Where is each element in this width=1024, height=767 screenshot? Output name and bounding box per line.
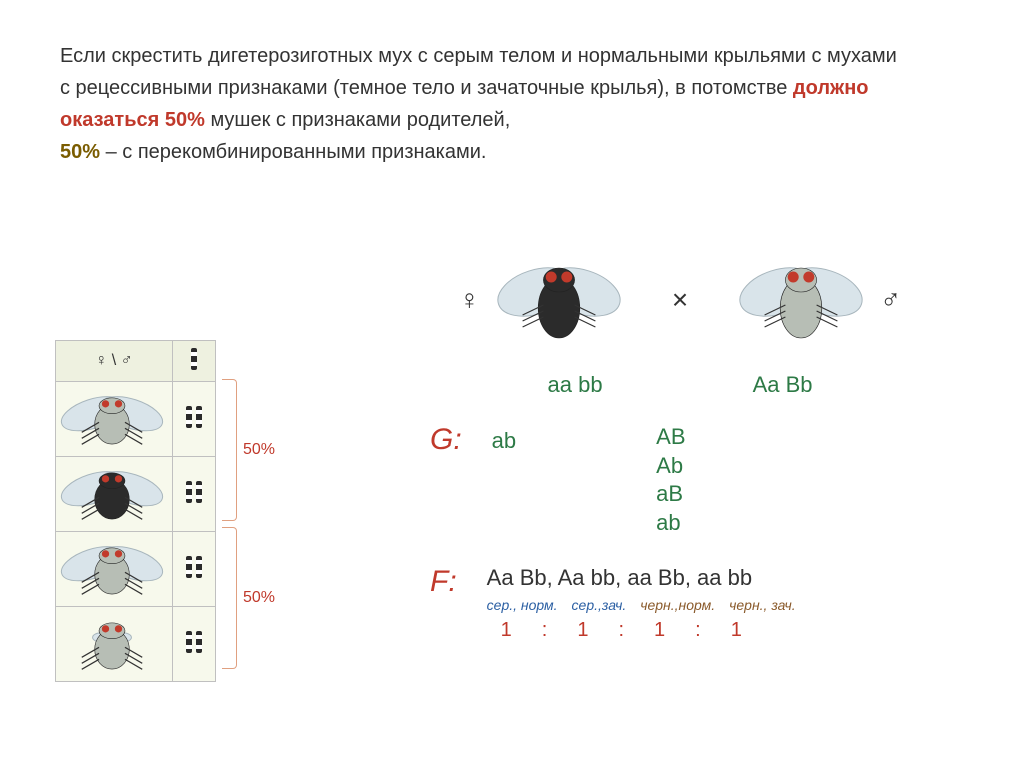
punnett-fly-cell bbox=[56, 607, 173, 682]
chrom-icon bbox=[191, 348, 197, 370]
punnett-chrom-cell bbox=[173, 532, 216, 607]
punnett-fly-cell bbox=[56, 457, 173, 532]
female-genotype: aa bb bbox=[548, 372, 603, 398]
gametes-male: ABAbaBab bbox=[656, 423, 685, 537]
f-generation: F: Aa Bb, Aa bb, aa Bb, aa bb сер., норм… bbox=[430, 565, 960, 642]
female-symbol-cell: ♀ \ ♂ bbox=[56, 341, 173, 382]
intro-line1c: мушек с признаками родителей, bbox=[210, 109, 510, 131]
f-genotypes: Aa Bb, Aa bb, aa Bb, aa bb bbox=[487, 565, 810, 591]
f-ratio: 1:1:1:1 bbox=[487, 619, 810, 642]
gametes-row: G: ab ABAbaBab bbox=[430, 423, 960, 537]
g-label: G: bbox=[430, 423, 462, 457]
bracket: 50% bbox=[222, 524, 275, 672]
punnett-chrom-cell bbox=[173, 457, 216, 532]
punnett-table: ♀ \ ♂ bbox=[55, 340, 216, 682]
bracket-column: 50% 50% bbox=[222, 340, 275, 672]
punnett-chrom-cell bbox=[173, 382, 216, 457]
intro-line2b: – с перекомбинированными признаками. bbox=[106, 141, 487, 163]
female-parent: ♀ bbox=[459, 250, 624, 350]
male-genotype: Aa Bb bbox=[753, 372, 813, 398]
intro-emph2: 50% bbox=[60, 141, 100, 163]
parent-row: ♀ × ♂ bbox=[400, 250, 960, 350]
punnett-fly-cell bbox=[56, 382, 173, 457]
intro-line1a: Если скрестить дигетерозиготных мух с се… bbox=[60, 45, 897, 99]
f-phenotypes: сер., норм.сер.,зач.черн.,норм.черн., за… bbox=[487, 597, 810, 613]
male-parent: ♂ bbox=[736, 250, 901, 350]
intro-text: Если скрестить дигетерозиготных мух с се… bbox=[60, 40, 910, 168]
bracket-label: 50% bbox=[243, 441, 275, 459]
male-fly-icon bbox=[736, 250, 866, 350]
cross-symbol: × bbox=[672, 284, 688, 316]
gametes-female: ab bbox=[492, 427, 516, 456]
punnett-panel: ♀ \ ♂ bbox=[55, 340, 275, 682]
punnett-fly-cell bbox=[56, 532, 173, 607]
bracket: 50% bbox=[222, 376, 275, 524]
f-label: F: bbox=[430, 565, 457, 599]
female-fly-icon bbox=[494, 250, 624, 350]
cross-diagram: ♀ × ♂ aa bb Aa Bb bbox=[400, 250, 960, 642]
bracket-label: 50% bbox=[243, 589, 275, 607]
male-symbol: ♂ bbox=[880, 284, 901, 316]
female-symbol: ♀ bbox=[459, 284, 480, 316]
col-chrom-header bbox=[173, 341, 216, 382]
punnett-chrom-cell bbox=[173, 607, 216, 682]
